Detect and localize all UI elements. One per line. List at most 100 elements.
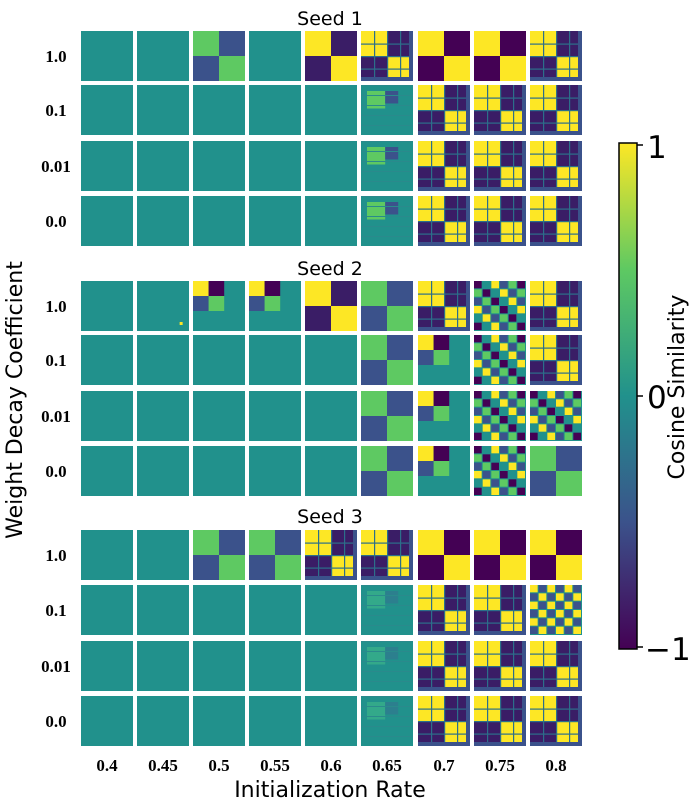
matrix-block: [275, 530, 301, 555]
matrix-block: [491, 416, 499, 424]
heatmap-cell: [193, 530, 245, 580]
heatmap-cell: [474, 696, 526, 746]
heatmap-cell: [305, 641, 357, 691]
matrix-block: [491, 479, 499, 487]
matrix-block: [556, 391, 564, 399]
matrix-stripe: [361, 595, 413, 596]
matrix-block: [573, 391, 581, 399]
matrix-stripe: [361, 115, 413, 116]
matrix-block: [564, 626, 573, 634]
heatmap-cell: [305, 85, 357, 135]
matrix-edge: [305, 576, 357, 580]
y-tick-label: 1.0: [45, 47, 66, 66]
heatmap-cell: [418, 446, 470, 496]
matrix-edge: [466, 141, 470, 191]
matrix-edge: [578, 196, 582, 246]
x-tick-label: 0.6: [320, 756, 341, 775]
heatmap-cell: [81, 446, 133, 496]
matrix-stripe: [361, 696, 413, 697]
heatmap-cell: [137, 530, 189, 580]
matrix-block: [530, 530, 556, 555]
heatmap-cell: [530, 141, 582, 191]
matrix-block: [517, 351, 525, 359]
matrix-block: [547, 399, 555, 407]
heatmap-cell: [361, 391, 413, 441]
heatmap-cell: [193, 585, 245, 635]
matrix-block: [500, 368, 508, 376]
heatmap-cell: [193, 446, 245, 496]
matrix-block: [491, 407, 499, 415]
matrix-stripe: [361, 216, 413, 217]
matrix-edge: [466, 696, 470, 746]
matrix-block: [474, 454, 482, 462]
matrix-block: [517, 376, 525, 384]
matrix-block: [305, 56, 331, 81]
matrix-stripe: [418, 122, 470, 124]
matrix-background: [137, 85, 189, 135]
matrix-block: [556, 424, 564, 432]
y-tick-label: 0.01: [41, 657, 71, 676]
matrix-block: [474, 56, 500, 81]
matrix-stripe: [474, 610, 526, 612]
matrix-block: [193, 56, 219, 81]
matrix-block: [500, 399, 508, 407]
matrix-block: [538, 585, 547, 593]
matrix-block: [482, 416, 491, 424]
matrix-block: [517, 446, 525, 454]
matrix-stripe: [530, 666, 582, 668]
heatmap-cell: [418, 641, 470, 691]
matrix-edge: [409, 530, 413, 580]
matrix-stripe: [418, 166, 470, 168]
matrix-stripe: [361, 95, 413, 96]
matrix-background: [193, 641, 245, 691]
matrix-stripe: [474, 666, 526, 668]
heatmap-cell: [249, 696, 301, 746]
matrix-block: [433, 335, 450, 350]
matrix-block: [433, 391, 450, 406]
matrix-block: [573, 407, 581, 415]
matrix-block: [508, 289, 517, 297]
matrix-block: [547, 601, 555, 609]
matrix-stripe: [513, 641, 515, 691]
matrix-stripe: [530, 221, 582, 223]
matrix-stripe: [418, 721, 470, 723]
matrix-block: [530, 626, 538, 634]
matrix-block: [482, 471, 491, 479]
matrix-block: [573, 610, 581, 618]
matrix-block: [530, 446, 556, 471]
matrix-block: [573, 416, 581, 424]
matrix-block: [508, 424, 517, 432]
matrix-stripe: [457, 585, 459, 635]
matrix-block: [500, 407, 508, 415]
matrix-background: [81, 196, 133, 246]
matrix-stripe: [305, 567, 357, 569]
matrix-background: [249, 31, 301, 81]
matrix-block: [500, 432, 508, 440]
matrix-block: [331, 281, 357, 306]
matrix-stripe: [361, 671, 413, 672]
matrix-background: [193, 196, 245, 246]
matrix-block: [474, 391, 482, 399]
matrix-stripe: [361, 171, 413, 172]
heatmap-cell: [305, 530, 357, 580]
heatmap-cell: [81, 391, 133, 441]
matrix-block: [508, 297, 517, 305]
matrix-stripe: [361, 681, 413, 682]
matrix-block: [508, 360, 517, 368]
matrix-stripe: [457, 281, 459, 331]
heatmap-cell: [193, 281, 245, 331]
matrix-stripe: [361, 625, 413, 626]
matrix-stripe: [569, 696, 571, 746]
matrix-stripe: [418, 110, 470, 112]
matrix-background: [81, 281, 133, 331]
matrix-block: [385, 647, 399, 660]
matrix-stripe: [530, 360, 582, 362]
matrix-stripe: [474, 166, 526, 168]
heatmap-cell: [530, 85, 582, 135]
matrix-edge: [474, 187, 526, 191]
colorbar-title: Cosine Similarity: [665, 295, 690, 480]
matrix-block: [530, 585, 538, 593]
matrix-block: [491, 306, 499, 314]
matrix-block: [573, 601, 581, 609]
